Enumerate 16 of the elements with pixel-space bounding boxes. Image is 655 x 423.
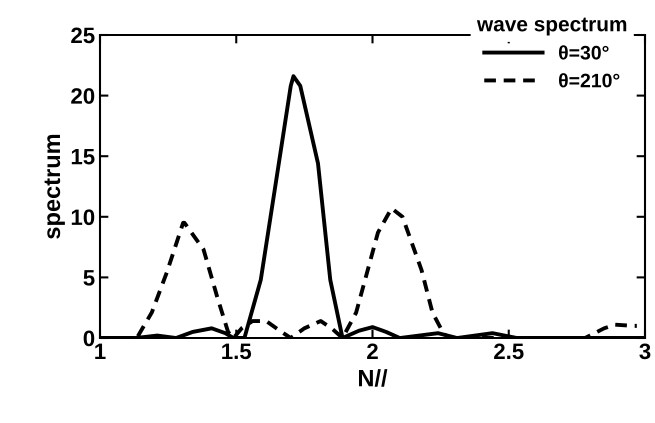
legend-label: θ=30° [558, 45, 609, 60]
y-tick-label: 5 [83, 270, 95, 286]
x-axis-title: N// [358, 369, 388, 387]
y-tick-label: 0 [84, 330, 94, 346]
x-tick-label: 3 [639, 343, 650, 360]
x-tick-label: 1.5 [222, 344, 252, 360]
y-tick-label: 10 [72, 209, 94, 226]
legend-title: wave spectrum [476, 18, 626, 36]
legend-label: θ=210° [558, 73, 620, 88]
y-tick-label: 25 [71, 28, 95, 44]
x-tick-label: 2 [367, 343, 378, 359]
y-tick-label: 15 [72, 148, 95, 164]
x-tick-label: 1 [95, 344, 106, 359]
y-axis-title: spectrum [44, 134, 65, 239]
x-tick-label: 2.5 [494, 343, 524, 360]
y-tick-label: 20 [71, 88, 94, 104]
